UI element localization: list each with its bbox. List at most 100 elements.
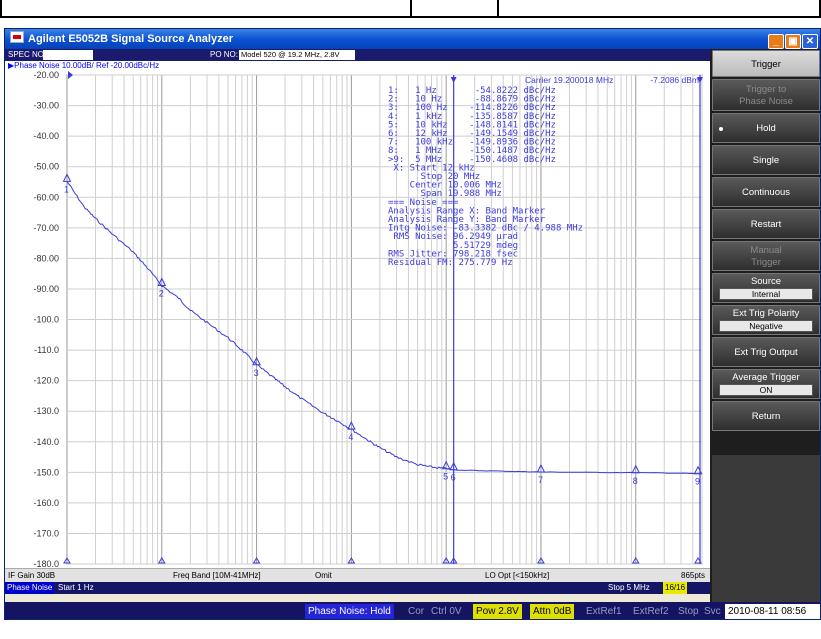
average-trigger-button[interactable]: Average Trigger ON	[712, 369, 820, 399]
x-marker-tick-icon	[442, 557, 451, 564]
x-marker-tick-icon	[694, 557, 702, 564]
y-tick-label: -170.0	[33, 528, 59, 538]
info-bar: SPEC NO: PO NO: Model 520 @ 19.2 MHz, 2.…	[5, 49, 710, 61]
manual-trigger-label: Trigger	[751, 257, 781, 268]
marker-label: 8	[633, 476, 638, 486]
window-controls: _ ▣ ✕	[767, 31, 818, 49]
ext-trig-polarity-button[interactable]: Ext Trig Polarity Negative	[712, 305, 820, 335]
marker-triangle-icon	[252, 356, 261, 366]
carrier-power: -7.2086 dBm	[650, 75, 699, 85]
analyzer-window: Agilent E5052B Signal Source Analyzer _ ▣…	[4, 28, 821, 620]
x-marker-tick-icon	[631, 557, 640, 564]
band-marker-arrow-icon	[697, 77, 703, 83]
y-tick-label: -70.00	[33, 223, 59, 233]
status-ctrl: Ctrl 0V	[431, 606, 462, 617]
y-tick-label: -110.0	[34, 345, 59, 355]
po-field[interactable]: Model 520 @ 19.2 MHz, 2.8V	[239, 50, 355, 60]
carrier-frequency: Carrier 19.200018 MHz	[525, 75, 613, 85]
marker-label: 3	[254, 368, 259, 378]
manual-label: Manual	[750, 245, 782, 256]
marker-label: 1	[64, 184, 69, 194]
marker-readout-line: Residual FM: 275.779 Hz	[388, 258, 513, 268]
hold-label: Hold	[756, 123, 776, 134]
phase-noise-trace	[66, 181, 703, 475]
marker-triangle-icon	[693, 465, 703, 475]
marker-triangle-icon	[441, 460, 451, 470]
marker-readout-line: >9: 5 MHz -150.4608 dBc/Hz	[388, 155, 556, 165]
y-tick-label: -40.00	[33, 131, 59, 141]
measurement-label: Phase Noise	[5, 582, 55, 594]
y-tick-label: -60.00	[33, 192, 59, 202]
status-cor: Cor	[408, 606, 425, 617]
app-icon	[10, 31, 24, 43]
x-marker-tick-icon	[347, 557, 356, 564]
single-button[interactable]: Single	[712, 145, 820, 175]
marker-triangle-icon	[536, 463, 546, 473]
y-tick-label: -120.0	[33, 376, 59, 386]
frame-divider	[497, 0, 499, 18]
marker-readout-line: 7: 100 kHz -149.8936 dBc/Hz	[388, 138, 556, 148]
hold-button[interactable]: Hold	[712, 113, 820, 143]
status-svc: Svc	[704, 606, 721, 617]
marker-readout-line: 5.51729 mdeg	[388, 241, 518, 251]
marker-readout-line: Analysis Range Y: Band Marker	[388, 215, 546, 225]
continuous-button[interactable]: Continuous	[712, 177, 820, 207]
marker-triangle-icon	[347, 420, 356, 430]
source-button[interactable]: Source Internal	[712, 273, 820, 303]
frame-divider	[0, 0, 2, 18]
marker-readout-line: === Noise ===	[388, 198, 459, 208]
marker-triangle-icon	[157, 277, 167, 286]
restore-button[interactable]: ▣	[785, 34, 801, 49]
stop-label: Stop 5 MHz	[608, 583, 650, 592]
lo-opt-label: LO Opt [<150kHz]	[485, 571, 550, 580]
marker-readout-line: X: Start 12 kHz	[388, 163, 475, 173]
start-label: Start 1 Hz	[58, 583, 94, 592]
y-tick-label: -30.00	[33, 101, 59, 111]
phase-noise-chart: -20.00 -30.00 -40.00 -50.00 -60.00 -70.00 -80.…	[33, 71, 703, 568]
return-button[interactable]: Return	[712, 401, 820, 431]
x-marker-tick-icon	[157, 557, 166, 564]
phase-noise-plot[interactable]: -20.00 -30.00 -40.00 -50.00 -60.00 -70.00 -80.…	[5, 71, 710, 568]
y-tick-label: -140.0	[33, 437, 59, 447]
restart-button[interactable]: Restart	[712, 209, 820, 239]
marker-readout-line: 6: 12 kHz -149.1549 dBc/Hz	[388, 129, 556, 139]
minimize-button[interactable]: _	[768, 34, 784, 49]
title-bar: Agilent E5052B Signal Source Analyzer _ ▣…	[5, 29, 820, 49]
source-value: Internal	[719, 288, 813, 300]
top-frame	[0, 0, 821, 18]
y-tick-label: -160.0	[33, 498, 59, 508]
status-bar: Phase Noise: Hold Cor Ctrl 0V Pow 2.8V A…	[5, 602, 820, 619]
status-state: Phase Noise: Hold	[305, 604, 394, 619]
trigger-to-phase-noise-button[interactable]: Trigger to Phase Noise	[712, 79, 820, 111]
status-stop: Stop	[678, 606, 699, 617]
y-tick-label: -150.0	[33, 467, 59, 477]
y-tick-label: -90.00	[33, 284, 59, 294]
softkey-empty-area	[712, 455, 820, 602]
if-gain-label: IF Gain 30dB	[8, 571, 56, 580]
reference-arrow-icon	[68, 71, 73, 79]
po-label: PO NO:	[210, 50, 239, 59]
status-pow: Pow 2.8V	[473, 604, 522, 619]
marker-readout-line: Center 10.006 MHz	[388, 181, 502, 191]
ext-trig-output-button[interactable]: Ext Trig Output	[712, 337, 820, 367]
selected-dot-icon	[719, 127, 723, 131]
status-attn: Attn 0dB	[530, 604, 575, 619]
status-datetime: 2010-08-11 08:56	[725, 604, 820, 619]
sweep-bar: Phase Noise Start 1 Hz Stop 5 MHz 16/16	[5, 582, 710, 594]
phase-noise-label: Phase Noise	[739, 96, 793, 107]
y-tick-label: -80.00	[33, 253, 59, 263]
spec-field[interactable]	[43, 50, 93, 60]
close-button[interactable]: ✕	[802, 34, 818, 49]
manual-trigger-button[interactable]: Manual Trigger	[712, 241, 820, 271]
marker-label: 7	[538, 475, 543, 485]
y-tick-label: -20.00	[33, 71, 59, 80]
trace-header: ▶Phase Noise 10.00dB/ Ref -20.00dBc/Hz	[5, 61, 710, 71]
marker-readout-line: 2: 10 Hz -88.8679 dBc/Hz	[388, 95, 556, 105]
average-trigger-value: ON	[719, 384, 813, 396]
freq-band-label: Freq Band [10M-41MHz]	[173, 571, 261, 580]
status-extref2: ExtRef2	[633, 606, 669, 617]
marker-triangle-icon	[62, 173, 72, 182]
trigger-menu-title: Trigger	[712, 50, 820, 77]
marker-readout-line: 3: 100 Hz -114.8226 dBc/Hz	[388, 103, 556, 113]
trigger-to-label: Trigger to	[745, 84, 787, 95]
